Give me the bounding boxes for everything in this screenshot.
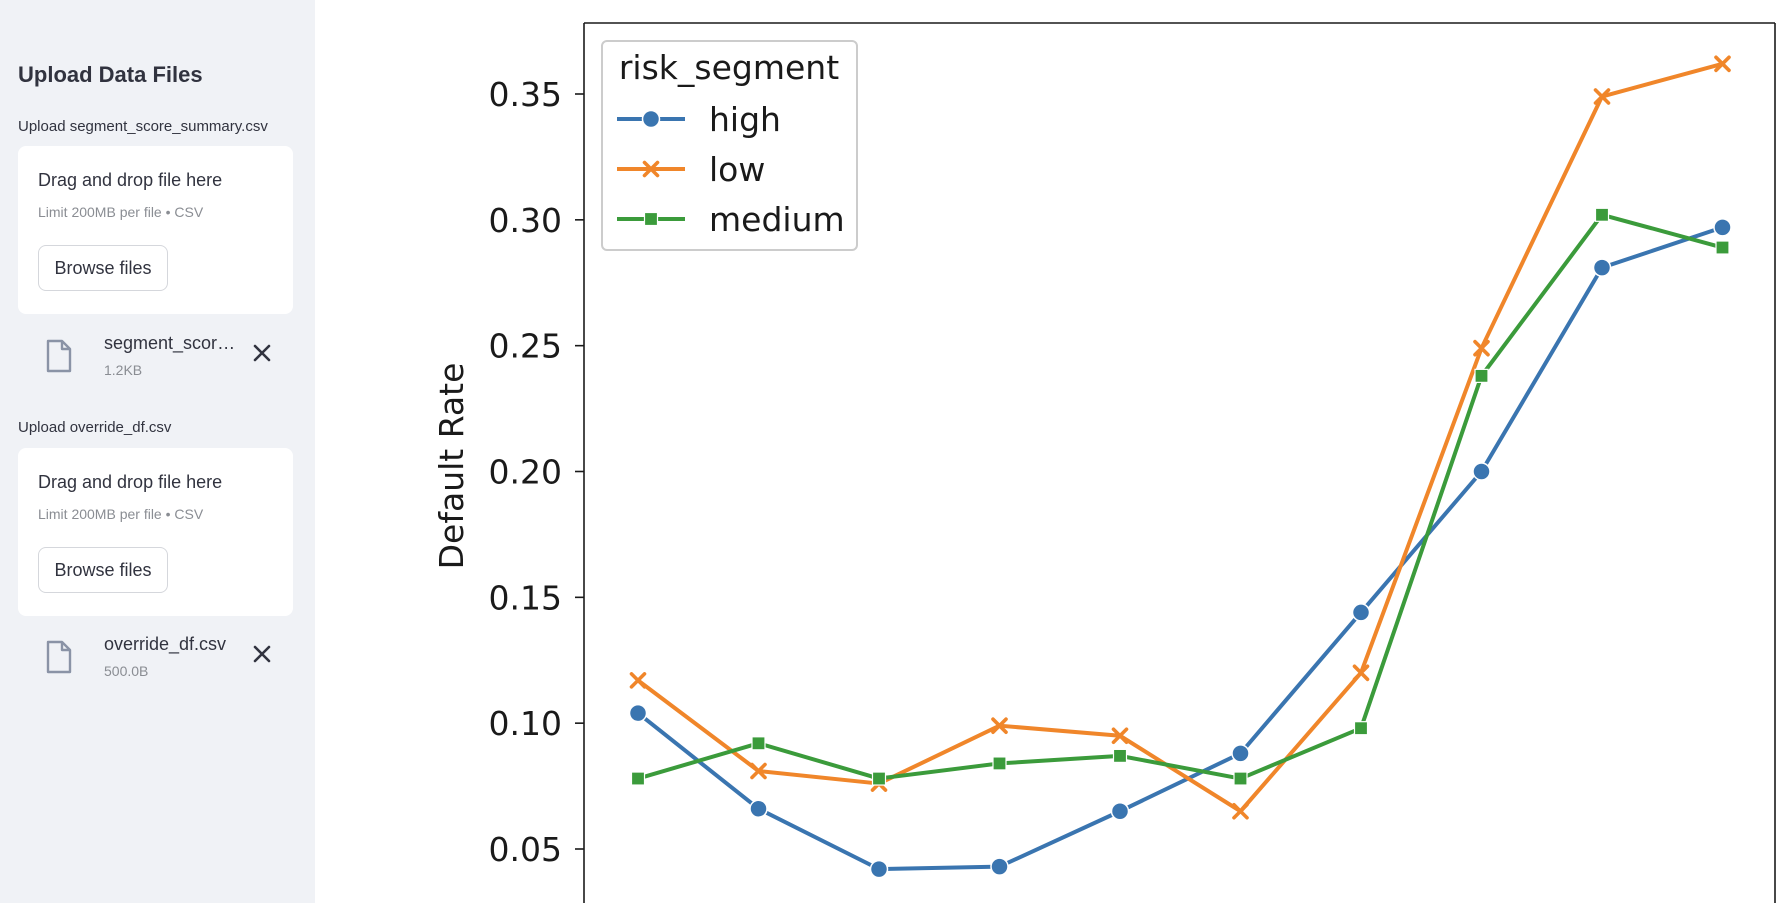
legend: risk_segment high low medium bbox=[601, 40, 858, 251]
data-point-low bbox=[1593, 88, 1611, 105]
legend-title: risk_segment bbox=[619, 48, 839, 87]
series-line-high bbox=[636, 225, 1724, 872]
data-point-medium bbox=[1594, 207, 1610, 222]
legend-item-medium: medium bbox=[617, 200, 845, 239]
y-axis-ticks: 0.05 0.10 0.15 0.20 0.25 0.30 0.35 bbox=[489, 75, 584, 869]
data-point-low bbox=[1473, 339, 1490, 357]
data-point-low bbox=[750, 762, 767, 780]
data-point-medium bbox=[871, 771, 887, 786]
close-icon[interactable] bbox=[248, 640, 276, 668]
series-line-low bbox=[636, 61, 1724, 814]
data-point-high bbox=[1351, 603, 1371, 622]
data-point-medium bbox=[1233, 771, 1248, 786]
browse-files-button[interactable]: Browse files bbox=[38, 547, 168, 593]
main-content: Default Rate 0.05 0.10 0.15 0.20 0.25 0.30 0.3… bbox=[315, 0, 1783, 903]
uploaded-file-row: segment_score_summary.csv 1.2KB bbox=[18, 331, 293, 387]
dropzone-override-df[interactable]: Drag and drop file here Limit 200MB per … bbox=[18, 448, 293, 616]
data-point-medium bbox=[751, 736, 766, 751]
data-point-medium bbox=[1112, 748, 1128, 763]
legend-item-low: low bbox=[617, 150, 765, 189]
dropzone-limit-text: Limit 200MB per file • CSV bbox=[38, 204, 204, 220]
y-tick-label: 0.20 bbox=[489, 453, 562, 492]
data-point-low bbox=[1352, 664, 1370, 682]
data-point-high bbox=[1592, 258, 1612, 277]
series-line-medium bbox=[637, 212, 1724, 781]
legend-item-high: high bbox=[617, 100, 781, 139]
data-point-high bbox=[1231, 744, 1250, 763]
data-point-medium bbox=[992, 756, 1007, 771]
uploaded-file-row: override_df.csv 500.0B bbox=[18, 632, 293, 688]
data-point-medium bbox=[1353, 721, 1369, 736]
uploader-label-override-df: Upload override_df.csv bbox=[18, 419, 172, 436]
file-size: 1.2KB bbox=[104, 362, 143, 378]
dropzone-text: Drag and drop file here bbox=[38, 170, 223, 190]
data-point-medium bbox=[630, 771, 646, 786]
data-point-high bbox=[1713, 218, 1732, 237]
data-point-high bbox=[990, 857, 1009, 876]
y-tick-label: 0.05 bbox=[489, 830, 562, 869]
file-icon bbox=[46, 640, 72, 674]
file-name: override_df.csv bbox=[104, 634, 227, 654]
dropzone-limit-text: Limit 200MB per file • CSV bbox=[38, 506, 204, 522]
data-point-medium bbox=[1715, 240, 1730, 255]
data-point-low bbox=[991, 717, 1008, 734]
legend-label: high bbox=[709, 100, 781, 139]
sidebar: Upload Data Files Upload segment_score_s… bbox=[0, 0, 315, 903]
legend-label: low bbox=[709, 150, 765, 189]
sidebar-title: Upload Data Files bbox=[18, 62, 203, 87]
plot-frame bbox=[583, 22, 1776, 903]
browse-files-button[interactable]: Browse files bbox=[38, 245, 168, 291]
data-point-low bbox=[1111, 727, 1129, 745]
y-axis-label: Default Rate bbox=[432, 363, 471, 570]
file-name: segment_score_summary.csv bbox=[104, 333, 242, 353]
data-point-high bbox=[628, 703, 648, 723]
data-point-high bbox=[749, 799, 768, 818]
file-size: 500.0B bbox=[104, 663, 149, 679]
series-medium bbox=[630, 207, 1730, 786]
dropzone-text: Drag and drop file here bbox=[38, 472, 223, 492]
y-tick-label: 0.10 bbox=[489, 704, 562, 743]
y-tick-label: 0.35 bbox=[489, 75, 562, 114]
file-icon bbox=[46, 339, 72, 373]
line-chart: Default Rate 0.05 0.10 0.15 0.20 0.25 0.30 0.3… bbox=[315, 0, 1783, 903]
data-point-high bbox=[1472, 462, 1491, 481]
y-tick-label: 0.15 bbox=[489, 578, 562, 617]
data-point-high bbox=[869, 859, 889, 879]
close-icon[interactable] bbox=[248, 339, 276, 367]
legend-label: medium bbox=[709, 200, 845, 239]
series-high bbox=[628, 218, 1732, 879]
series-layer bbox=[628, 55, 1732, 879]
data-point-low bbox=[1232, 802, 1249, 820]
data-point-low bbox=[1714, 55, 1731, 73]
dropzone-segment-summary[interactable]: Drag and drop file here Limit 200MB per … bbox=[18, 146, 293, 314]
data-point-medium bbox=[1474, 368, 1489, 383]
data-point-low bbox=[629, 672, 647, 689]
data-point-high bbox=[1110, 802, 1130, 821]
uploader-label-segment-summary: Upload segment_score_summary.csv bbox=[18, 118, 268, 135]
y-tick-label: 0.25 bbox=[489, 327, 562, 366]
y-tick-label: 0.30 bbox=[489, 201, 562, 240]
